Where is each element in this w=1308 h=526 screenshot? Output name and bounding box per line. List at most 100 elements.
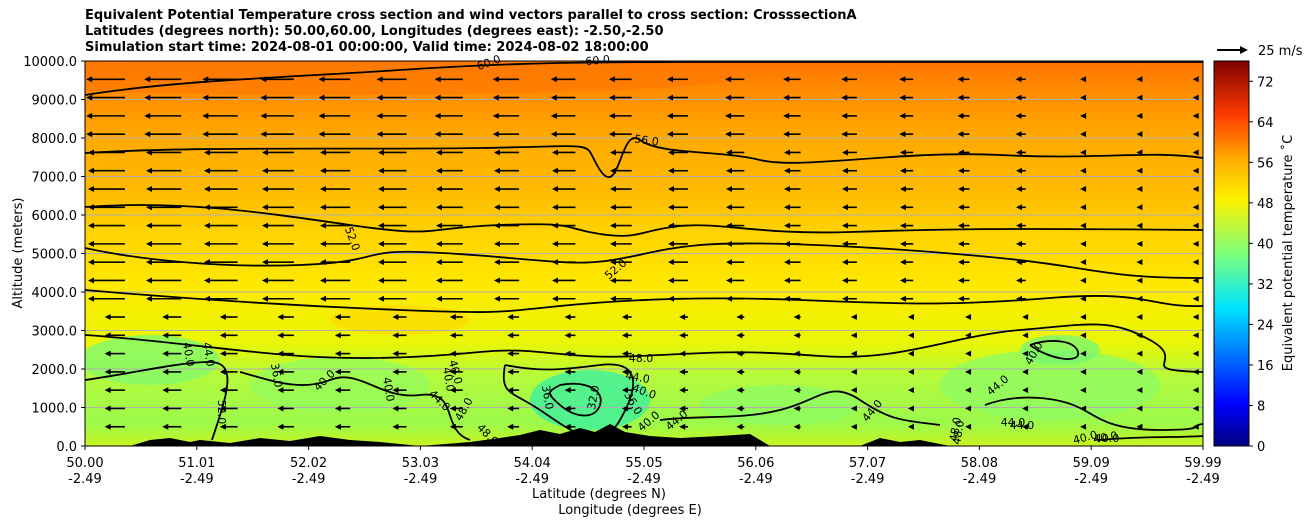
- x-tick-label-lon: -2.49: [963, 472, 997, 487]
- wind-vector: [1080, 387, 1087, 394]
- wind-vector: [1022, 387, 1029, 394]
- wind-vector: [1249, 351, 1255, 357]
- contour-label: 52.0: [215, 400, 228, 425]
- wind-vector: [494, 240, 520, 247]
- wind-vector: [320, 240, 351, 247]
- wind-vector: [1080, 204, 1087, 211]
- contour-label: 40.0: [1072, 428, 1099, 447]
- wind-vector: [899, 94, 914, 101]
- y-axis: 0.0 1000.0 2000.0 3000.0 4000.0 5000.0 6000.0 7…: [23, 55, 85, 455]
- wind-vector: [86, 131, 125, 138]
- wind-vector: [436, 240, 463, 247]
- wind-vector: [204, 204, 238, 211]
- wind-vector: [907, 368, 914, 375]
- wind-vector: [86, 94, 125, 101]
- wind-vector: [378, 186, 407, 193]
- wind-vector: [784, 149, 801, 156]
- wind-key: 25 m/s: [1217, 44, 1303, 59]
- wind-vector: [679, 405, 688, 412]
- wind-vector: [376, 76, 407, 83]
- x-axis: 50.00-2.4951.01-2.4952.02-2.4953.03-2.49…: [66, 446, 1222, 487]
- wind-vector: [1249, 259, 1255, 265]
- wind-vector: [1080, 350, 1087, 357]
- wind-vector: [204, 167, 238, 174]
- colorbar-tick-label: 64: [1257, 116, 1274, 131]
- wind-vector: [86, 112, 125, 119]
- x-tick-label-lon: -2.49: [1074, 472, 1108, 487]
- wind-vector: [1080, 167, 1087, 174]
- wind-vector: [88, 204, 125, 211]
- wind-vector: [957, 131, 970, 138]
- wind-vector: [900, 295, 914, 302]
- wind-vector: [1080, 76, 1087, 83]
- wind-vector: [841, 131, 857, 138]
- wind-vector: [1016, 204, 1026, 211]
- wind-vector: [494, 204, 520, 211]
- wind-vector: [958, 240, 970, 247]
- wind-vector: [907, 405, 914, 412]
- y-tick-label: 1000.0: [32, 402, 78, 417]
- wind-vector: [277, 368, 294, 375]
- wind-vector: [162, 314, 182, 321]
- wind-vector: [320, 167, 351, 174]
- wind-vector: [783, 131, 801, 138]
- wind-vector: [334, 350, 351, 357]
- wind-vector: [262, 240, 294, 247]
- wind-vector: [621, 350, 632, 357]
- x-tick-label-lat: 52.02: [290, 456, 327, 471]
- wind-vector: [202, 94, 238, 101]
- wind-vector: [1192, 76, 1199, 83]
- wind-vector: [449, 405, 463, 412]
- wind-vector: [219, 368, 238, 375]
- wind-vector: [378, 204, 407, 211]
- wind-vector: [550, 94, 576, 101]
- wind-vector: [494, 186, 520, 193]
- contour-label: 48.0: [629, 352, 654, 365]
- wind-vector: [550, 112, 576, 119]
- wind-vector: [736, 387, 745, 394]
- wind-vector: [1192, 332, 1199, 339]
- wind-vector: [492, 131, 520, 138]
- wind-vector: [262, 149, 294, 156]
- wind-vector: [1249, 241, 1255, 247]
- wind-vector: [907, 423, 914, 430]
- wind-vector: [907, 387, 914, 394]
- colorbar-scale: [1213, 60, 1250, 447]
- wind-vector: [262, 295, 294, 302]
- wind-vector: [610, 295, 632, 302]
- wind-vector: [436, 277, 463, 284]
- wind-vector: [564, 314, 576, 321]
- wind-vector: [1249, 405, 1255, 411]
- wind-vector: [262, 259, 294, 266]
- wind-vector: [550, 76, 576, 83]
- wind-vector: [958, 259, 970, 266]
- wind-vector: [204, 240, 238, 247]
- wind-vector: [1015, 94, 1026, 101]
- wind-vector: [277, 387, 294, 394]
- wind-vector: [850, 332, 857, 339]
- colorbar-tick-label: 8: [1257, 399, 1265, 414]
- wind-vector: [376, 131, 407, 138]
- wind-vector: [494, 277, 520, 284]
- x-tick-label-lat: 56.06: [737, 456, 774, 471]
- x-tick-label-lat: 59.99: [1184, 456, 1221, 471]
- x-tick-label-lat: 58.08: [961, 456, 998, 471]
- wind-vector: [564, 423, 576, 430]
- wind-vector: [610, 259, 632, 266]
- x-tick-label-lon: -2.49: [404, 472, 438, 487]
- wind-vector: [783, 94, 801, 101]
- wind-vector: [378, 167, 407, 174]
- wind-vector: [1016, 240, 1026, 247]
- wind-vector: [1015, 76, 1026, 83]
- wind-vector: [219, 350, 238, 357]
- wind-vector: [679, 368, 688, 375]
- x-tick-label-lon: -2.49: [515, 472, 549, 487]
- wind-vector: [1249, 296, 1255, 302]
- wind-vector: [1136, 167, 1143, 174]
- wind-vector: [146, 295, 182, 302]
- wind-vector: [842, 259, 857, 266]
- wind-vector: [436, 186, 463, 193]
- wind-vector: [726, 240, 745, 247]
- wind-vector: [793, 314, 801, 321]
